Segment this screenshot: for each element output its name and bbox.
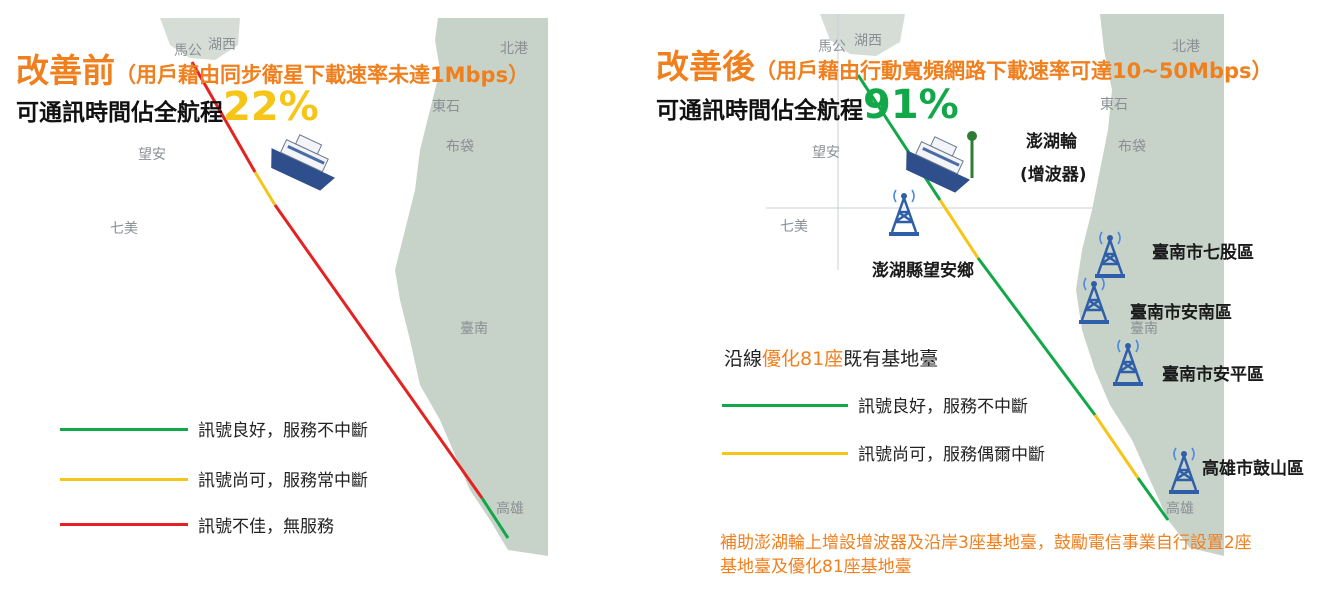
left-map-label: 湖西: [208, 37, 236, 53]
tower-icon: [1169, 447, 1199, 494]
left-title-sub: （用戶藉由同步衛星下載速率未達1Mbps）: [115, 63, 530, 87]
left-map-label: 高雄: [496, 501, 524, 517]
left-coverage-label: 可通訊時間佔全航程: [16, 100, 223, 126]
bottom-note: 補助澎湖輪上增設增波器及沿岸3座基地臺，鼓勵電信事業自行設置2座基地臺及優化81…: [720, 533, 1252, 577]
left-ship-icon: [271, 134, 335, 191]
right-taiwan-coast: [1076, 14, 1224, 556]
tower-icon: [889, 189, 919, 236]
right-map-label: 東石: [1100, 97, 1128, 113]
left-map-label: 七美: [110, 221, 138, 237]
right-ship-icon: [906, 136, 970, 193]
left-route-poor-1: [190, 61, 257, 173]
left-legend-good: 訊號良好，服務不中斷: [198, 421, 368, 441]
tower-label-annan: 臺南市安南區: [1130, 303, 1232, 323]
section-post: 既有基地臺: [843, 348, 939, 370]
ship-label-name: 澎湖輪: [1026, 132, 1077, 152]
left-route-good: [480, 497, 510, 539]
left-title: 改善前（用戶藉由同步衛星下載速率未達1Mbps）: [16, 44, 529, 92]
tower-icon: [1095, 231, 1125, 278]
left-map-label: 北港: [500, 41, 528, 57]
left-taiwan-coast: [395, 18, 548, 556]
right-route-fair-1: [938, 199, 980, 259]
left-legend-line-fair: [60, 478, 188, 481]
left-coverage: 可通訊時間佔全航程22%: [16, 84, 319, 130]
tower-icons: [889, 189, 1199, 494]
tower-label-qigu: 臺南市七股區: [1152, 243, 1254, 263]
left-map: [160, 18, 548, 556]
left-legend-poor: 訊號不佳，無服務: [198, 517, 334, 537]
right-map-label: 布袋: [1118, 139, 1146, 155]
ship-label-repeater: (增波器): [1020, 165, 1087, 185]
tower-icon: [1079, 277, 1109, 324]
right-title-main: 改善後: [656, 47, 755, 86]
right-route-good-3: [1136, 477, 1170, 521]
right-map-label: 高雄: [1166, 501, 1194, 517]
right-coverage-label: 可通訊時間佔全航程: [656, 98, 863, 124]
right-legend-line-fair: [722, 452, 848, 455]
right-map-label: 臺南: [1130, 321, 1158, 337]
repeater-antenna-icon: [967, 131, 977, 178]
section-highlight: 優化81座: [762, 348, 844, 370]
right-map-label: 北港: [1172, 39, 1200, 55]
left-legend-fair: 訊號尚可，服務常中斷: [198, 471, 368, 491]
right-coverage-pct: 91%: [863, 82, 959, 128]
left-legend-line-poor: [60, 523, 188, 526]
left-penghu-island: [160, 18, 240, 60]
left-route-poor-2: [273, 204, 484, 499]
right-title: 改善後（用戶藉由行動寬頻網路下載速率可達10~50Mbps）: [656, 40, 1273, 88]
section-pre: 沿線: [724, 348, 763, 370]
tower-icon: [1113, 339, 1143, 386]
right-map-label: 望安: [812, 145, 840, 161]
right-title-sub: （用戶藉由行動寬頻網路下載速率可達10~50Mbps）: [755, 59, 1273, 83]
left-map-label: 望安: [138, 147, 166, 163]
left-legend-line-good: [60, 428, 188, 431]
left-map-label: 臺南: [460, 321, 488, 337]
right-map-label: 七美: [780, 219, 808, 235]
right-map: [766, 14, 1224, 556]
right-route-good-2: [976, 257, 1097, 416]
section-heading: 沿線優化81座既有基地臺: [724, 344, 938, 371]
tower-label-wangan: 澎湖縣望安鄉: [872, 261, 974, 281]
left-route-fair: [253, 171, 277, 206]
tower-label-anping: 臺南市安平區: [1162, 365, 1264, 385]
left-map-label: 馬公: [174, 43, 202, 59]
right-map-label: 湖西: [854, 33, 882, 49]
left-map-label: 東石: [432, 99, 460, 115]
right-coverage: 可通訊時間佔全航程91%: [656, 82, 959, 128]
right-legend-line-good: [722, 404, 848, 407]
left-map-label: 布袋: [446, 139, 474, 155]
left-title-main: 改善前: [16, 51, 115, 90]
left-coverage-pct: 22%: [223, 84, 319, 130]
right-route-fair-2: [1093, 414, 1140, 479]
right-map-label: 馬公: [818, 39, 846, 55]
right-penghu-island: [820, 14, 905, 56]
right-legend-fair: 訊號尚可，服務偶爾中斷: [858, 445, 1045, 465]
right-legend-good: 訊號良好，服務不中斷: [858, 397, 1028, 417]
tower-label-gushan: 高雄市鼓山區: [1202, 459, 1304, 479]
